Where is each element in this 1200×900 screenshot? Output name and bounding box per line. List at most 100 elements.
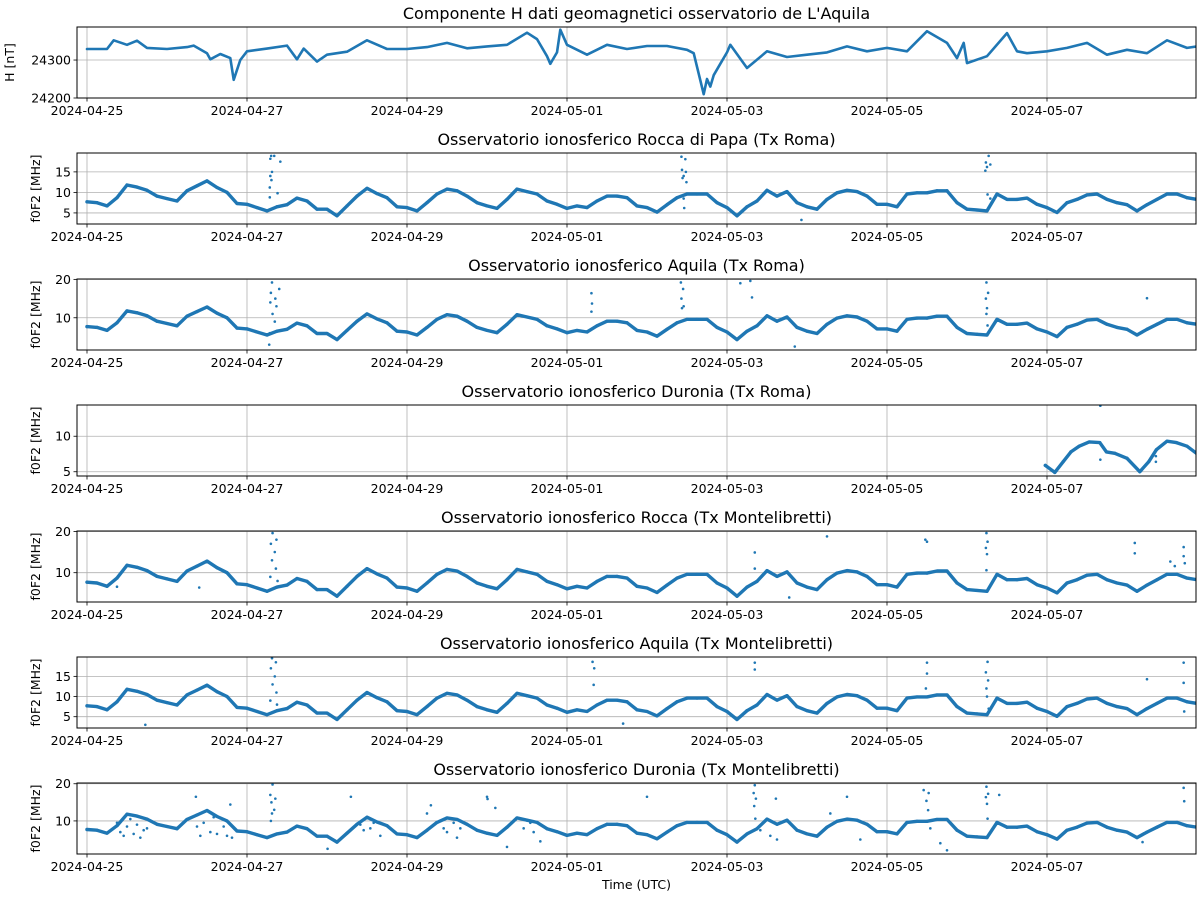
- outlier-point: [986, 679, 990, 682]
- x-tick-label: 2024-05-01: [531, 103, 604, 118]
- data-point: [565, 710, 569, 714]
- outlier-point: [749, 279, 752, 283]
- data-point: [195, 310, 199, 314]
- data-point: [105, 328, 109, 333]
- outlier-point: [984, 795, 988, 799]
- x-tick-label: 2024-04-25: [51, 103, 124, 118]
- data-point: [125, 183, 129, 187]
- data-point: [1015, 701, 1019, 705]
- data-point: [465, 698, 469, 702]
- outlier-point: [1182, 710, 1186, 713]
- data-point: [765, 692, 769, 697]
- y-tick-label: 20: [55, 272, 71, 287]
- data-point: [145, 314, 149, 318]
- data-point: [425, 201, 429, 205]
- data-point: [735, 840, 739, 844]
- data-point: [615, 319, 619, 323]
- data-point: [1135, 209, 1139, 213]
- data-point: [965, 331, 969, 336]
- data-point: [785, 189, 789, 194]
- data-point: [955, 828, 959, 832]
- data-point: [855, 570, 859, 574]
- x-tick-label: 2024-05-01: [531, 229, 604, 244]
- plot-area: [85, 531, 1196, 599]
- x-tick-label: 2024-04-25: [51, 859, 124, 874]
- data-point: [135, 814, 139, 818]
- data-point: [1035, 202, 1039, 206]
- data-point: [215, 690, 219, 694]
- outlier-point: [985, 687, 988, 690]
- data-point: [305, 579, 309, 583]
- data-point: [395, 585, 399, 589]
- y-tick-label: 10: [55, 310, 71, 325]
- y-tick-label: 5: [63, 205, 71, 220]
- data-point: [1175, 192, 1179, 196]
- plot-area: [85, 154, 1196, 222]
- data-point: [525, 694, 529, 698]
- data-point: [965, 207, 969, 211]
- data-point: [105, 708, 109, 712]
- y-tick-label: 10: [55, 565, 71, 580]
- data-point: [925, 571, 929, 575]
- data-point: [555, 830, 559, 834]
- data-point: [395, 205, 399, 209]
- outlier-point: [592, 683, 595, 687]
- outlier-point: [753, 783, 757, 787]
- x-tick-label: 2024-04-25: [51, 607, 124, 622]
- data-point: [315, 331, 319, 336]
- data-point: [525, 315, 529, 319]
- data-point: [1065, 828, 1069, 832]
- data-point: [465, 574, 469, 579]
- data-point: [935, 314, 939, 318]
- data-point: [935, 817, 939, 822]
- outlier-point: [270, 281, 274, 284]
- outlier-point: [681, 287, 685, 291]
- data-point: [925, 819, 929, 823]
- data-point: [485, 831, 489, 835]
- outlier-point: [682, 197, 685, 200]
- outlier-point: [753, 661, 757, 664]
- data-point: [215, 814, 219, 819]
- data-point: [1135, 333, 1139, 337]
- data-point: [695, 192, 699, 196]
- outlier-point: [750, 296, 754, 299]
- data-point: [1065, 705, 1069, 709]
- data-point: [125, 687, 129, 691]
- x-tick-label: 2024-04-27: [211, 607, 284, 622]
- data-point: [785, 315, 789, 319]
- data-point: [645, 330, 649, 334]
- data-point: [885, 706, 889, 710]
- outlier-point: [985, 568, 988, 572]
- data-point: [855, 189, 859, 194]
- subplot-4: 2024-04-25 2024-04-27 2024-04-29 2024-05-01…: [28, 382, 1197, 496]
- data-point: [935, 189, 939, 193]
- outlier-point: [229, 803, 232, 806]
- data-point: [765, 817, 769, 821]
- data-point: [295, 196, 299, 200]
- x-tick-label: 2024-04-29: [371, 481, 444, 496]
- data-point: [535, 317, 539, 321]
- data-point: [355, 698, 359, 702]
- outlier-point: [590, 302, 594, 305]
- outlier-point: [939, 841, 942, 845]
- data-point: [295, 576, 299, 581]
- data-point: [1045, 709, 1049, 714]
- data-point: [875, 327, 879, 331]
- outlier-point: [987, 154, 990, 158]
- outlier-point: [273, 675, 277, 678]
- data-point: [495, 587, 499, 591]
- series-line: [85, 808, 1196, 844]
- data-point: [865, 574, 869, 579]
- data-point: [645, 833, 649, 837]
- outlier-point: [115, 821, 119, 825]
- data-point: [725, 833, 729, 837]
- data-point: [285, 327, 289, 331]
- data-point: [415, 713, 419, 717]
- data-point: [225, 694, 229, 699]
- data-point: [385, 321, 389, 325]
- data-point: [85, 200, 89, 204]
- data-point: [1175, 820, 1179, 825]
- series-line: [85, 683, 1196, 722]
- data-point: [205, 683, 209, 687]
